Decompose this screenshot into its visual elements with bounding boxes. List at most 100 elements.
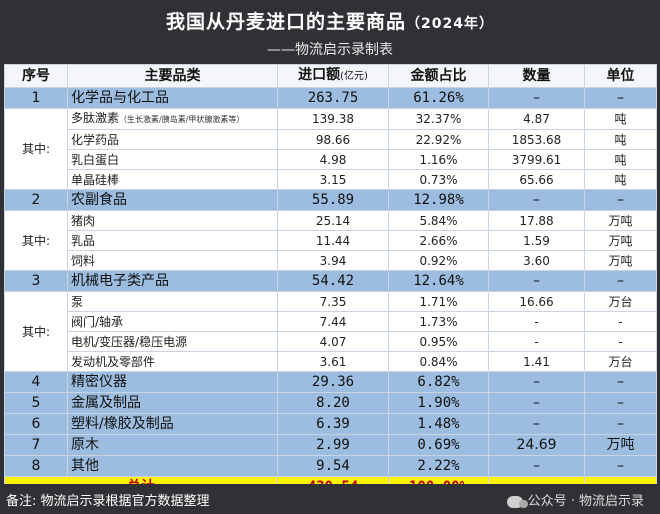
category-qty: –	[488, 392, 585, 414]
item-share: 32.37%	[388, 108, 489, 130]
category-row: 5 金属及制品 8.20 1.90% – –	[4, 392, 657, 414]
category-amount: 55.89	[277, 189, 389, 211]
category-unit: –	[584, 455, 657, 477]
category-amount: 29.36	[277, 371, 389, 393]
item-unit: 吨	[584, 169, 657, 190]
category-name: 金属及制品	[67, 392, 278, 414]
item-name: 乳白蛋白	[67, 149, 278, 170]
item-name: 发动机及零部件	[67, 351, 278, 372]
footer: 备注: 物流启示录根据官方数据整理 公众号 · 物流启示录	[0, 484, 660, 514]
col-header-amount: 进口额(亿元)	[277, 64, 389, 88]
item-unit: -	[584, 311, 657, 332]
category-no: 3	[4, 270, 68, 292]
item-unit: 万台	[584, 291, 657, 312]
category-share: 6.82%	[388, 371, 489, 393]
category-share: 12.98%	[388, 189, 489, 211]
category-name: 机械电子类产品	[67, 270, 278, 292]
category-unit: 万吨	[584, 434, 657, 456]
col-header-no: 序号	[4, 64, 68, 88]
item-amount: 98.66	[277, 129, 389, 150]
item-name-text: 阀门/轴承	[71, 314, 124, 329]
category-row: 8 其他 9.54 2.22% – –	[4, 455, 657, 477]
category-name: 农副食品	[67, 189, 278, 211]
item-row: 阀门/轴承 7.44 1.73% - -	[5, 311, 657, 332]
item-name: 饲料	[67, 250, 278, 271]
category-name: 精密仪器	[67, 371, 278, 393]
group-label: 其中:	[4, 108, 68, 190]
category-unit: –	[584, 189, 657, 211]
item-qty: 65.66	[488, 169, 585, 190]
page-title: 我国从丹麦进口的主要商品（2024年）	[166, 11, 494, 33]
item-unit: -	[584, 331, 657, 352]
item-share: 1.71%	[388, 291, 489, 312]
item-share: 0.84%	[388, 351, 489, 372]
item-qty: 4.87	[488, 108, 585, 130]
item-row: 乳白蛋白 4.98 1.16% 3799.61 吨	[5, 149, 657, 170]
category-share: 12.64%	[388, 270, 489, 292]
item-amount: 3.61	[277, 351, 389, 372]
item-name: 泵	[67, 291, 278, 312]
group-label: 其中:	[4, 291, 68, 372]
category-row: 1 化学品与化工品 263.75 61.26% – –	[4, 87, 657, 109]
title-year: （2024年）	[406, 16, 494, 32]
item-note: （生长激素/胰岛素/甲状腺激素等）	[119, 115, 245, 124]
category-no: 8	[4, 455, 68, 477]
category-unit: –	[584, 87, 657, 109]
item-amount: 4.98	[277, 149, 389, 170]
category-amount: 2.99	[277, 434, 389, 456]
item-row: 电机/变压器/稳压电源 4.07 0.95% - -	[5, 331, 657, 352]
item-name-text: 饲料	[71, 253, 96, 268]
category-unit: –	[584, 392, 657, 414]
item-name: 单晶硅棒	[67, 169, 278, 190]
item-name-text: 单晶硅棒	[71, 172, 120, 187]
item-amount: 7.44	[277, 311, 389, 332]
item-share: 1.16%	[388, 149, 489, 170]
item-share: 0.73%	[388, 169, 489, 190]
item-amount: 11.44	[277, 230, 389, 251]
category-share: 1.90%	[388, 392, 489, 414]
watermark: 公众号 · 物流启示录	[506, 490, 644, 509]
item-row: 化学药品 98.66 22.92% 1853.68 吨	[5, 129, 657, 150]
item-amount: 139.38	[277, 108, 389, 130]
item-share: 1.73%	[388, 311, 489, 332]
category-qty: –	[488, 270, 585, 292]
group-label: 其中:	[4, 210, 68, 271]
footer-note: 备注: 物流启示录根据官方数据整理	[6, 494, 210, 509]
item-qty: 1853.68	[488, 129, 585, 150]
category-no: 7	[4, 434, 68, 456]
item-qty: 1.41	[488, 351, 585, 372]
category-row: 3 机械电子类产品 54.42 12.64% – –	[4, 270, 657, 292]
item-share: 22.92%	[388, 129, 489, 150]
category-no: 4	[4, 371, 68, 393]
category-no: 2	[4, 189, 68, 211]
item-row: 其中: 泵 7.35 1.71% 16.66 万台	[4, 291, 657, 372]
category-name: 塑料/橡胶及制品	[67, 413, 278, 435]
category-row: 2 农副食品 55.89 12.98% – –	[4, 189, 657, 211]
item-qty: 3799.61	[488, 149, 585, 170]
category-qty: –	[488, 413, 585, 435]
category-amount: 54.42	[277, 270, 389, 292]
item-share: 0.95%	[388, 331, 489, 352]
category-row: 6 塑料/橡胶及制品 6.39 1.48% – –	[4, 413, 657, 435]
item-name-text: 乳品	[71, 233, 96, 248]
item-unit: 万台	[584, 351, 657, 372]
item-amount: 3.15	[277, 169, 389, 190]
item-amount: 4.07	[277, 331, 389, 352]
item-name-text: 泵	[71, 294, 84, 309]
item-name-text: 猪肉	[71, 213, 96, 228]
category-qty: –	[488, 455, 585, 477]
col-header-amount-unit: (亿元)	[340, 71, 368, 82]
item-row: 其中: 猪肉 25.14 5.84% 17.88 万吨	[4, 210, 657, 271]
item-qty: -	[488, 311, 585, 332]
category-amount: 263.75	[277, 87, 389, 109]
category-qty: –	[488, 371, 585, 393]
category-unit: –	[584, 270, 657, 292]
wechat-icon	[506, 495, 528, 508]
header: 我国从丹麦进口的主要商品（2024年） ——物流启示录制表	[0, 0, 660, 64]
category-share: 2.22%	[388, 455, 489, 477]
item-name: 乳品	[67, 230, 278, 251]
item-row: 其中: 多肽激素（生长激素/胰岛素/甲状腺激素等） 139.38 32.37% 4.87…	[4, 108, 657, 190]
item-share: 5.84%	[388, 210, 489, 231]
table-header-row: 序号 主要品类 进口额(亿元) 金额占比 数量 单位	[4, 64, 657, 88]
item-name: 电机/变压器/稳压电源	[67, 331, 278, 352]
